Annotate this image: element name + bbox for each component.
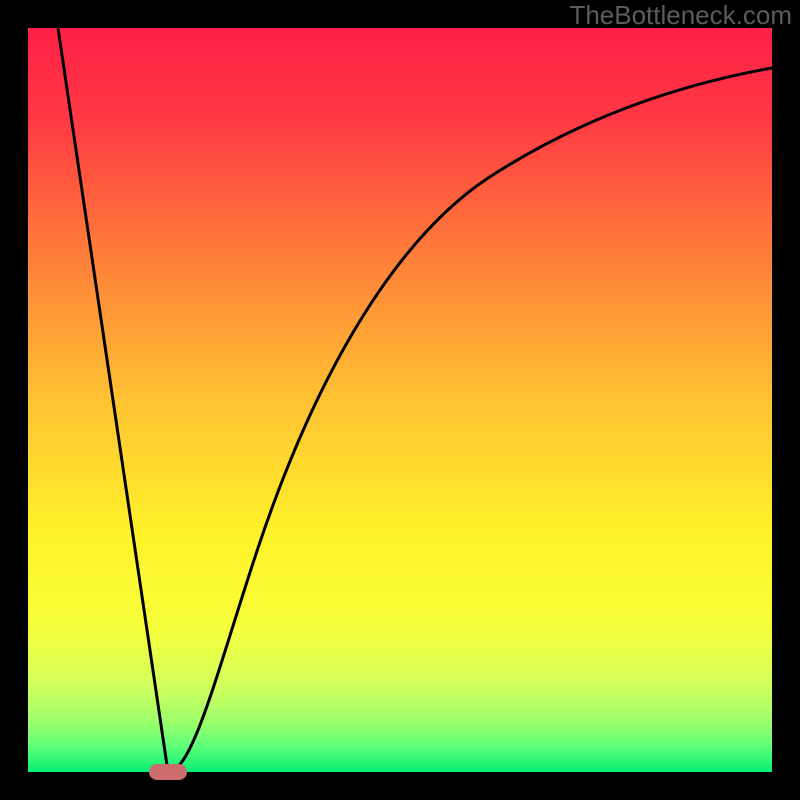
optimal-marker	[149, 764, 187, 780]
watermark-text: TheBottleneck.com	[569, 0, 792, 31]
plot-area	[28, 28, 772, 772]
bottleneck-curve	[28, 28, 772, 772]
